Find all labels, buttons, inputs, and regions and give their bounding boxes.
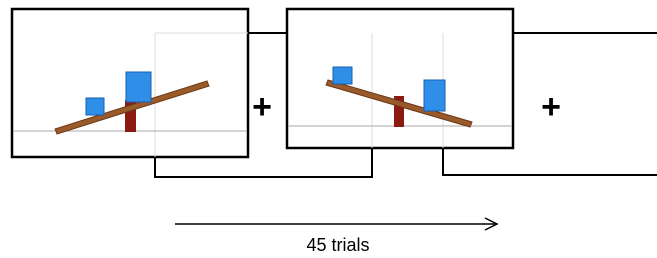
fixation-cross: + <box>541 88 561 126</box>
page: + + 45 trials (() => { const data = JSON… <box>0 0 657 258</box>
stimulus-frame-2 <box>287 9 513 148</box>
large-block <box>126 72 151 102</box>
trial-diagram: + + 45 trials <box>0 0 657 258</box>
frame <box>287 9 513 148</box>
large-block <box>424 80 445 111</box>
back-frame-2-bottom <box>443 148 657 175</box>
fixation-cross: + <box>252 88 272 126</box>
stimulus-frame-1 <box>12 9 248 157</box>
trial-arrow <box>175 218 497 230</box>
arrow-label: 45 trials <box>306 235 369 255</box>
small-block <box>86 98 104 115</box>
small-block <box>333 67 352 84</box>
